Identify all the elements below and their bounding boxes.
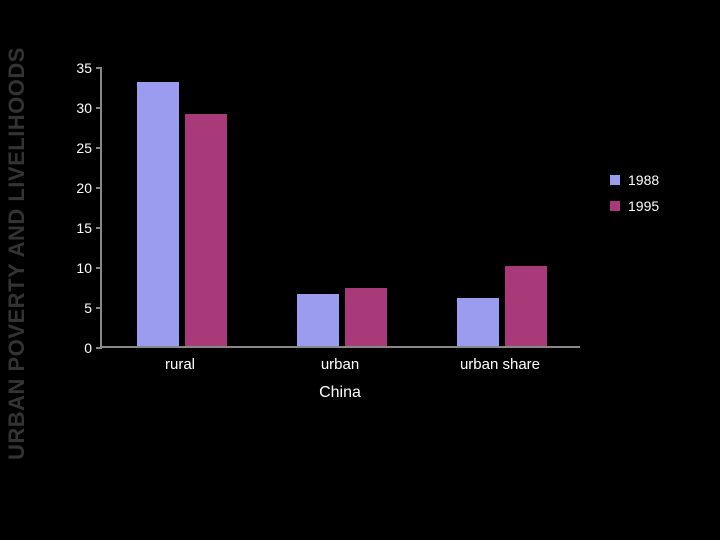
bar bbox=[185, 114, 227, 346]
y-tick-label: 25 bbox=[58, 140, 100, 156]
chart-container: 05101520253035 ruralurbanurban share Chi… bbox=[58, 64, 698, 414]
citation-journal: World Development bbox=[263, 476, 380, 490]
y-tick-mark bbox=[96, 347, 102, 349]
y-tick-label: 10 bbox=[58, 260, 100, 276]
x-category-label: urban share bbox=[450, 356, 550, 373]
bar bbox=[457, 298, 499, 346]
sidebar-rotated-label: URBAN POVERTY AND LIVELIHOODS bbox=[4, 47, 30, 460]
x-category-label: rural bbox=[130, 356, 230, 373]
legend-label: 1995 bbox=[628, 198, 659, 214]
plot-area bbox=[100, 68, 580, 348]
y-tick-label: 15 bbox=[58, 220, 100, 236]
citation-text: Adapted from: Haddad, L. , M T Ruel and … bbox=[66, 458, 700, 492]
bar bbox=[137, 82, 179, 346]
legend-item: 1988 bbox=[610, 172, 659, 188]
legend: 1988 1995 bbox=[610, 172, 659, 224]
y-tick-label: 35 bbox=[58, 60, 100, 76]
bar bbox=[345, 288, 387, 346]
y-tick-label: 30 bbox=[58, 100, 100, 116]
bar bbox=[297, 294, 339, 346]
bars-layer bbox=[102, 68, 580, 346]
bar bbox=[505, 266, 547, 346]
y-tick-label: 20 bbox=[58, 180, 100, 196]
y-tick-label: 5 bbox=[58, 300, 100, 316]
main-content: CHINA – Urban Poverty 1988 -1995 0 5 10 15 2… bbox=[58, 18, 706, 414]
x-category-label: urban bbox=[290, 356, 390, 373]
page-title: CHINA – Urban Poverty 1988 -1995 bbox=[58, 18, 706, 46]
legend-swatch bbox=[610, 175, 620, 185]
legend-label: 1988 bbox=[628, 172, 659, 188]
citation-suffix: , 27(11), 1891 -1904 bbox=[380, 476, 492, 490]
x-axis-label: China bbox=[100, 384, 580, 402]
y-tick-label: 0 bbox=[58, 340, 100, 356]
footer-text: SA 460 – Urbanisation & Social Planning … bbox=[14, 502, 425, 516]
legend-item: 1995 bbox=[610, 198, 659, 214]
legend-swatch bbox=[610, 201, 620, 211]
